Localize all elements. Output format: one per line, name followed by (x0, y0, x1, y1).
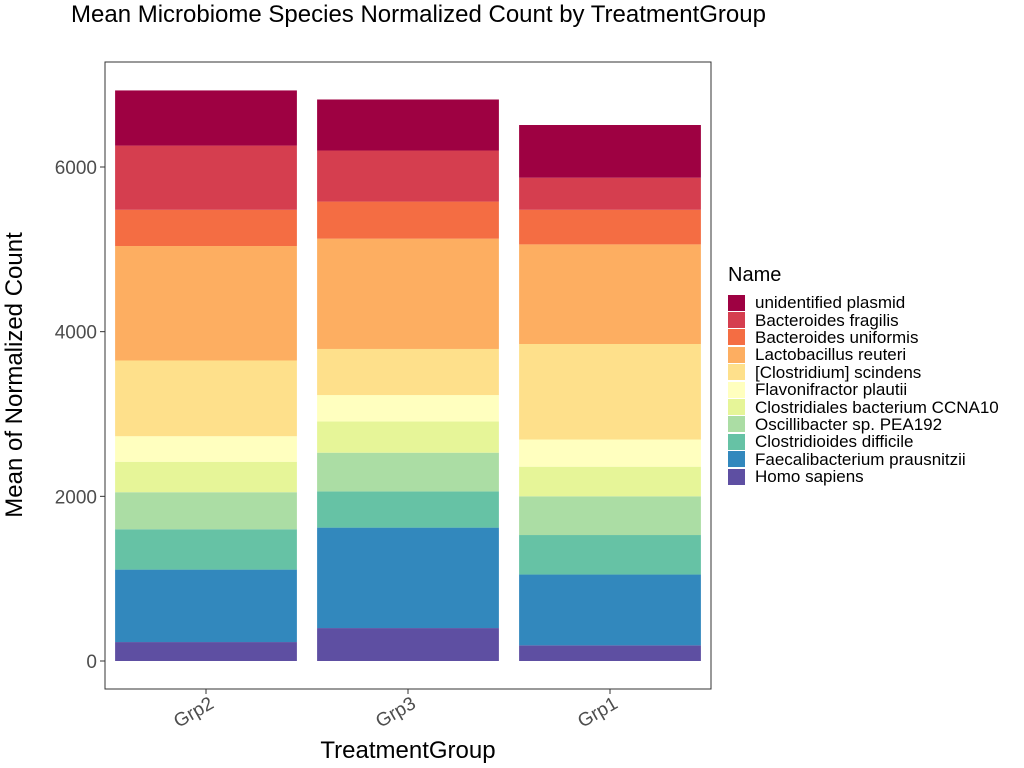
bar-segment-grp3-5 (317, 395, 499, 422)
bar-segment-grp3-2 (317, 491, 499, 528)
legend-swatch (728, 329, 745, 346)
bar-segment-grp2-2 (115, 529, 297, 570)
bar-segment-grp2-3 (115, 492, 297, 530)
bar-segment-grp2-4 (115, 461, 297, 493)
bar-segment-grp3-1 (317, 527, 499, 629)
bar-segment-grp2-8 (115, 209, 297, 247)
legend-item: Lactobacillus reuteri (728, 346, 999, 363)
bar-segment-grp2-10 (115, 90, 297, 146)
y-tick-label: 6000 (55, 158, 97, 179)
bar-segment-grp1-2 (519, 535, 701, 575)
y-axis: 0 2000 4000 6000 (55, 158, 105, 673)
bar-segment-grp2-9 (115, 145, 297, 210)
x-tick-label-grp3: Grp3 (372, 693, 419, 732)
bar-segment-grp1-7 (519, 244, 701, 345)
legend-label: Lactobacillus reuteri (755, 345, 907, 365)
legend-label: Bacteroides fragilis (755, 310, 899, 330)
legend-label: Oscillibacter sp. PEA192 (755, 414, 943, 434)
x-tick-label-grp2: Grp2 (170, 693, 217, 732)
legend-item: Clostridioides difficile (728, 433, 999, 450)
bar-segment-grp2-1 (115, 569, 297, 643)
legend-label: Faecalibacterium prausnitzii (755, 449, 966, 469)
legend-swatch (728, 294, 745, 311)
legend-label: Homo sapiens (755, 467, 864, 487)
bar-segment-grp2-7 (115, 246, 297, 361)
x-tick-label-grp1: Grp1 (574, 693, 621, 732)
y-tick-label: 4000 (55, 323, 97, 344)
bar-segment-grp1-6 (519, 344, 701, 440)
legend-swatch (728, 346, 745, 363)
bar-segment-grp1-0 (519, 645, 701, 661)
legend-swatch (728, 416, 745, 433)
bar-segment-grp3-0 (317, 628, 499, 661)
bar-segment-grp3-8 (317, 201, 499, 239)
bar-segment-grp1-1 (519, 574, 701, 646)
bar-segment-grp1-4 (519, 466, 701, 497)
bar-segment-grp3-10 (317, 99, 499, 151)
legend-swatch (728, 468, 745, 485)
bar-segment-grp2-6 (115, 360, 297, 437)
bar-segment-grp1-8 (519, 209, 701, 245)
bar-segment-grp3-3 (317, 452, 499, 492)
y-axis-title: Mean of Normalized Count (1, 232, 28, 518)
y-tick-label: 2000 (55, 487, 97, 508)
legend-label: Flavonifractor plautii (755, 380, 908, 400)
bar-segment-grp1-5 (519, 439, 701, 467)
legend-items: unidentified plasmid Bacteroides fragilis… (728, 294, 999, 485)
legend-swatch (728, 433, 745, 450)
legend-label: unidentified plasmid (755, 293, 906, 313)
legend-label: [Clostridium] scindens (755, 362, 922, 382)
legend-swatch (728, 399, 745, 416)
legend-item: unidentified plasmid (728, 294, 999, 311)
legend-swatch (728, 364, 745, 381)
bar-segment-grp1-9 (519, 177, 701, 210)
bar-segment-grp2-0 (115, 642, 297, 661)
bar-segment-grp1-3 (519, 496, 701, 536)
legend: Name unidentified plasmid Bacteroides fra… (728, 264, 999, 485)
legend-item: Faecalibacterium prausnitzii (728, 451, 999, 468)
legend-item: Oscillibacter sp. PEA192 (728, 416, 999, 433)
legend-swatch (728, 381, 745, 398)
legend-swatch (728, 451, 745, 468)
x-axis-title: TreatmentGroup (320, 737, 495, 764)
legend-item: Bacteroides uniformis (728, 329, 999, 346)
bar-segment-grp3-9 (317, 150, 499, 202)
legend-label: Clostridioides difficile (755, 432, 914, 452)
bar-segment-grp1-10 (519, 125, 701, 178)
bar-segment-grp3-4 (317, 421, 499, 453)
legend-item: Homo sapiens (728, 468, 999, 485)
legend-item: Flavonifractor plautii (728, 381, 999, 398)
bar-stacks (115, 90, 701, 661)
bar-segment-grp2-5 (115, 436, 297, 462)
legend-item: Bacteroides fragilis (728, 310, 999, 330)
legend-title: Name (728, 264, 782, 286)
chart-title: Mean Microbiome Species Normalized Count… (71, 1, 766, 28)
legend-item: [Clostridium] scindens (728, 364, 999, 381)
bar-segment-grp3-6 (317, 348, 499, 396)
legend-label: Clostridiales bacterium CCNA10 (755, 397, 999, 417)
legend-item: Clostridiales bacterium CCNA10 (728, 397, 999, 417)
legend-label: Bacteroides uniformis (755, 327, 919, 347)
y-tick-label: 0 (86, 652, 97, 673)
legend-swatch (728, 312, 745, 329)
x-axis: Grp2 Grp3 Grp1 (170, 689, 622, 732)
bar-segment-grp3-7 (317, 238, 499, 349)
